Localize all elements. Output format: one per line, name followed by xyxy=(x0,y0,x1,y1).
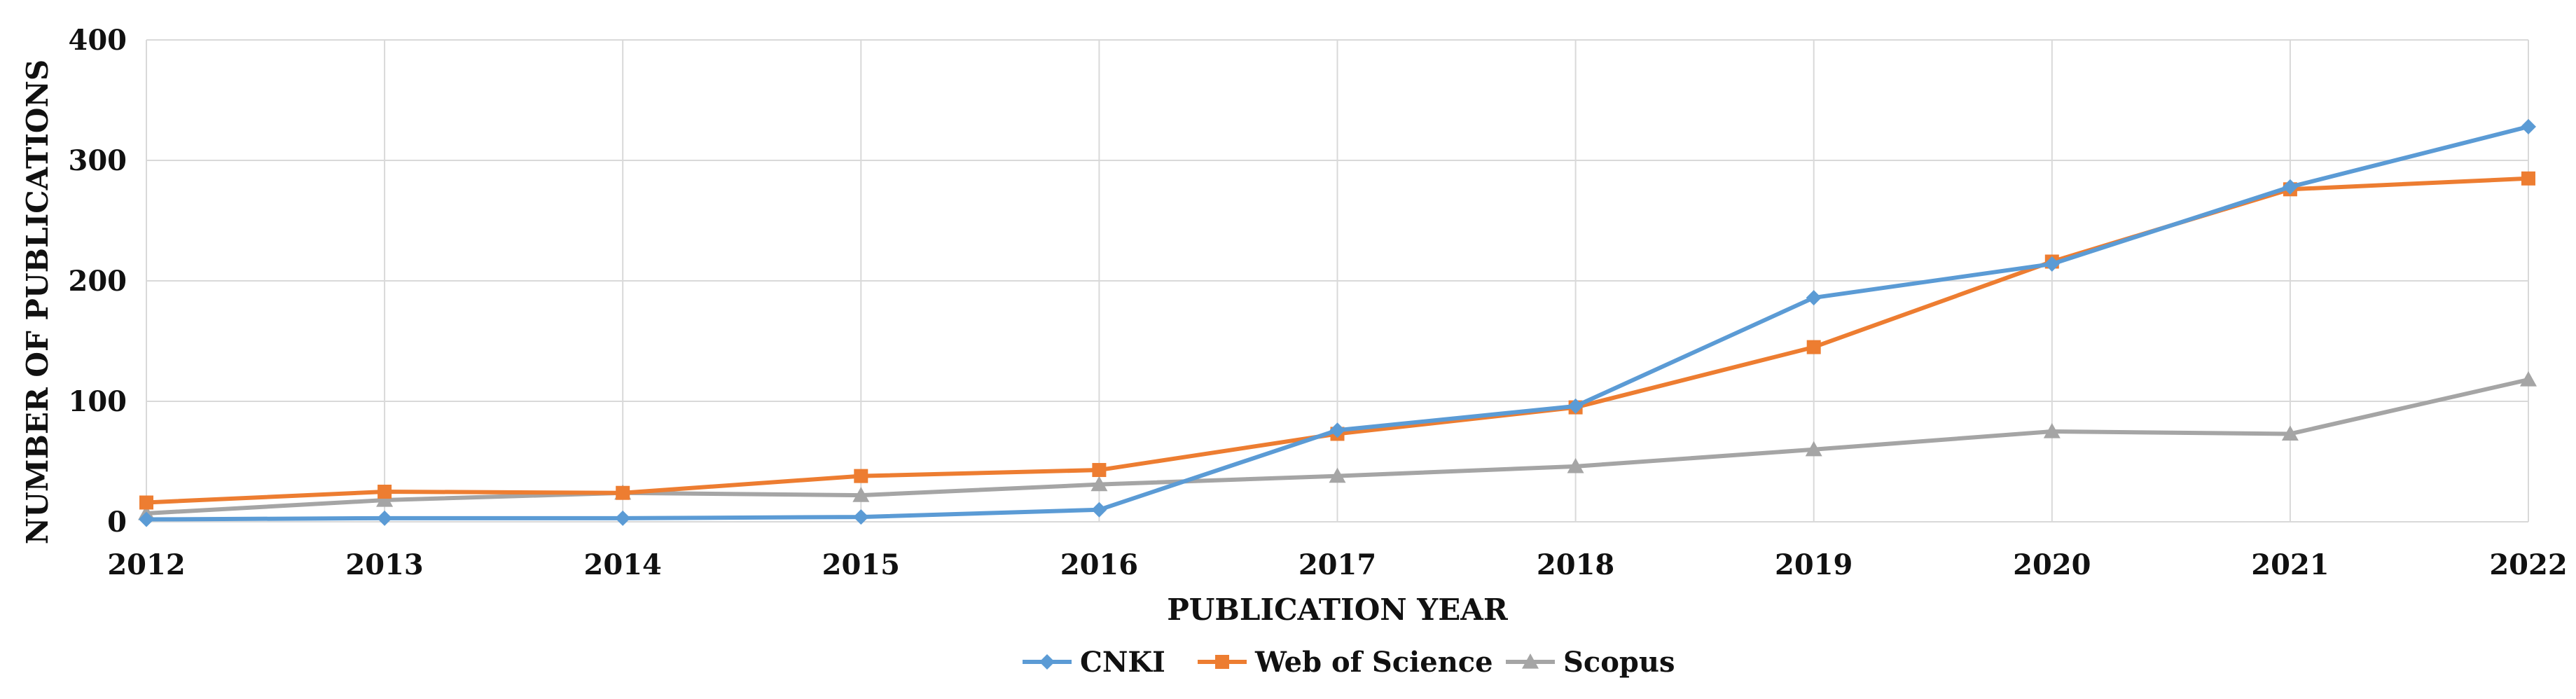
x-axis-ticks: 2012 2013 2014 2015 2016 2017 2018 2019 2020 2021… xyxy=(107,548,2567,581)
legend-item-cnki: CNKI xyxy=(1023,646,1165,679)
data-point-cnki xyxy=(1567,398,1584,414)
x-tick-label: 2018 xyxy=(1537,548,1614,581)
data-point-scopus xyxy=(2281,425,2299,441)
data-point-scopus xyxy=(2520,371,2537,387)
data-point-scopus xyxy=(1090,476,1108,492)
data-point-scopus xyxy=(1567,457,1584,473)
x-tick-label: 2014 xyxy=(584,548,662,581)
grid-lines xyxy=(146,39,2529,522)
x-tick-label: 2015 xyxy=(822,548,900,581)
data-point-web-of-science xyxy=(2521,171,2535,186)
data-point-cnki xyxy=(853,509,869,525)
legend-marker-scopus xyxy=(1522,653,1539,669)
series-lines xyxy=(138,118,2537,527)
y-tick-label: 200 xyxy=(69,265,127,298)
data-point-web-of-science xyxy=(139,495,153,510)
x-tick-label: 2012 xyxy=(107,548,185,581)
y-tick-label: 400 xyxy=(69,24,127,57)
data-point-cnki xyxy=(377,510,393,526)
legend-item-web-of-science: Web of Science xyxy=(1198,646,1493,679)
data-point-cnki xyxy=(2044,256,2060,272)
x-tick-label: 2017 xyxy=(1299,548,1376,581)
data-point-web-of-science xyxy=(854,469,868,483)
x-tick-label: 2021 xyxy=(2251,548,2329,581)
y-axis-ticks: 0 100 200 300 400 xyxy=(69,24,127,539)
data-point-scopus xyxy=(852,487,870,502)
data-point-scopus xyxy=(1329,467,1346,483)
y-tick-label: 300 xyxy=(69,144,127,177)
data-point-scopus xyxy=(1805,441,1822,457)
data-point-web-of-science xyxy=(1806,340,1821,354)
data-point-cnki xyxy=(139,511,154,527)
data-point-cnki xyxy=(615,510,631,526)
y-tick-label: 100 xyxy=(69,385,127,418)
legend-label-web-of-science: Web of Science xyxy=(1254,646,1493,679)
x-axis-title: PUBLICATION YEAR xyxy=(1167,593,1509,627)
x-tick-label: 2016 xyxy=(1060,548,1138,581)
legend-item-scopus: Scopus xyxy=(1506,646,1675,679)
y-tick-label: 0 xyxy=(107,506,127,539)
x-tick-label: 2020 xyxy=(2013,548,2091,581)
legend-label-scopus: Scopus xyxy=(1563,646,1675,679)
data-point-cnki xyxy=(1329,422,1345,438)
data-point-web-of-science xyxy=(378,485,392,499)
data-point-cnki xyxy=(1806,290,1822,306)
legend-marker-cnki xyxy=(1039,654,1055,670)
data-point-scopus xyxy=(2043,423,2061,438)
data-point-scopus xyxy=(376,492,394,507)
data-point-cnki xyxy=(1091,501,1107,518)
data-point-cnki xyxy=(2282,179,2298,195)
series-cnki xyxy=(139,118,2536,527)
legend: CNKI Web of Science Scopus xyxy=(1023,646,1675,679)
data-point-web-of-science xyxy=(1092,463,1107,478)
x-tick-label: 2022 xyxy=(2489,548,2567,581)
data-point-web-of-science xyxy=(616,485,630,500)
x-tick-label: 2013 xyxy=(345,548,423,581)
legend-marker-web-of-science xyxy=(1215,655,1229,669)
data-point-cnki xyxy=(2521,118,2536,134)
legend-label-cnki: CNKI xyxy=(1080,646,1165,679)
x-tick-label: 2019 xyxy=(1775,548,1853,581)
y-axis-title: NUMBER OF PUBLICATIONS xyxy=(20,60,55,544)
